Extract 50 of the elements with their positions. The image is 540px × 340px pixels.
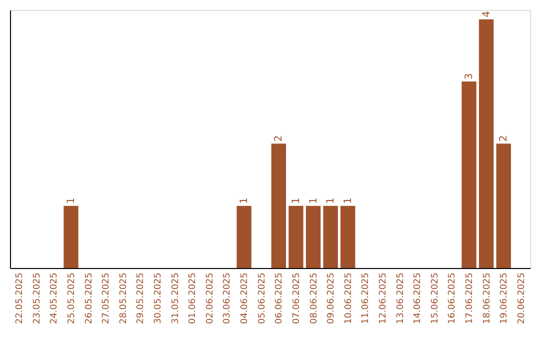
x-tick-label: 08.06.2025: [309, 272, 320, 324]
data-label: 1: [66, 197, 77, 204]
x-tick-label: 15.06.2025: [430, 272, 440, 324]
data-label: 2: [274, 135, 285, 142]
x-tick-label: 13.06.2025: [396, 272, 406, 324]
bar: [64, 206, 78, 268]
x-tick-label: 17.06.2025: [465, 272, 475, 324]
x-tick-label: 02.06.2025: [205, 272, 216, 324]
bar: [340, 206, 356, 268]
x-tick-label: 11.06.2025: [361, 272, 372, 324]
bar: [271, 144, 286, 268]
x-tick-label: 19.06.2025: [500, 272, 510, 324]
x-tick-label: 26.05.2025: [84, 272, 94, 324]
data-label: 2: [498, 135, 510, 142]
x-tick-label: 25.05.2025: [67, 272, 77, 324]
x-tick-label: 23.05.2025: [32, 272, 42, 324]
data-label: 4: [481, 10, 492, 18]
bar: [306, 206, 321, 268]
data-label: 1: [290, 197, 302, 204]
data-label: 1: [239, 197, 250, 204]
x-tick-label: 16.06.2025: [448, 272, 458, 324]
bar: [462, 81, 476, 268]
x-tick-label: 12.06.2025: [378, 272, 388, 324]
x-tick-label: 10.06.2025: [344, 272, 354, 324]
x-tick-label: 03.06.2025: [222, 272, 233, 324]
data-label: 1: [342, 197, 354, 204]
x-tick-label: 30.05.2025: [154, 272, 164, 324]
x-tick-label: 20.06.2025: [516, 272, 527, 324]
data-label: 3: [464, 73, 475, 80]
x-tick-label: 14.06.2025: [413, 272, 424, 324]
bar: [236, 206, 252, 268]
x-tick-label: 04.06.2025: [240, 272, 250, 324]
x-tick-label: 07.06.2025: [292, 272, 302, 324]
x-tick-label: 18.06.2025: [482, 272, 492, 324]
data-label: 1: [308, 197, 320, 204]
x-tick-label: 06.06.2025: [274, 272, 285, 324]
x-tick-label: 24.05.2025: [50, 272, 60, 324]
x-tick-label: 27.05.2025: [102, 272, 112, 324]
x-tick-label: 05.06.2025: [257, 272, 268, 324]
x-tick-label: 29.05.2025: [136, 272, 146, 324]
bar: [288, 206, 304, 268]
x-tick-label: 22.05.2025: [15, 272, 26, 324]
x-tick-label: 09.06.2025: [326, 272, 337, 324]
x-tick-label: 01.06.2025: [188, 272, 198, 324]
x-tick-label: 28.05.2025: [118, 272, 129, 324]
x-tick-label: 31.05.2025: [170, 272, 181, 324]
bar: [496, 144, 511, 268]
data-label: 1: [326, 197, 337, 204]
bar: [323, 206, 338, 268]
bar: [478, 19, 494, 268]
